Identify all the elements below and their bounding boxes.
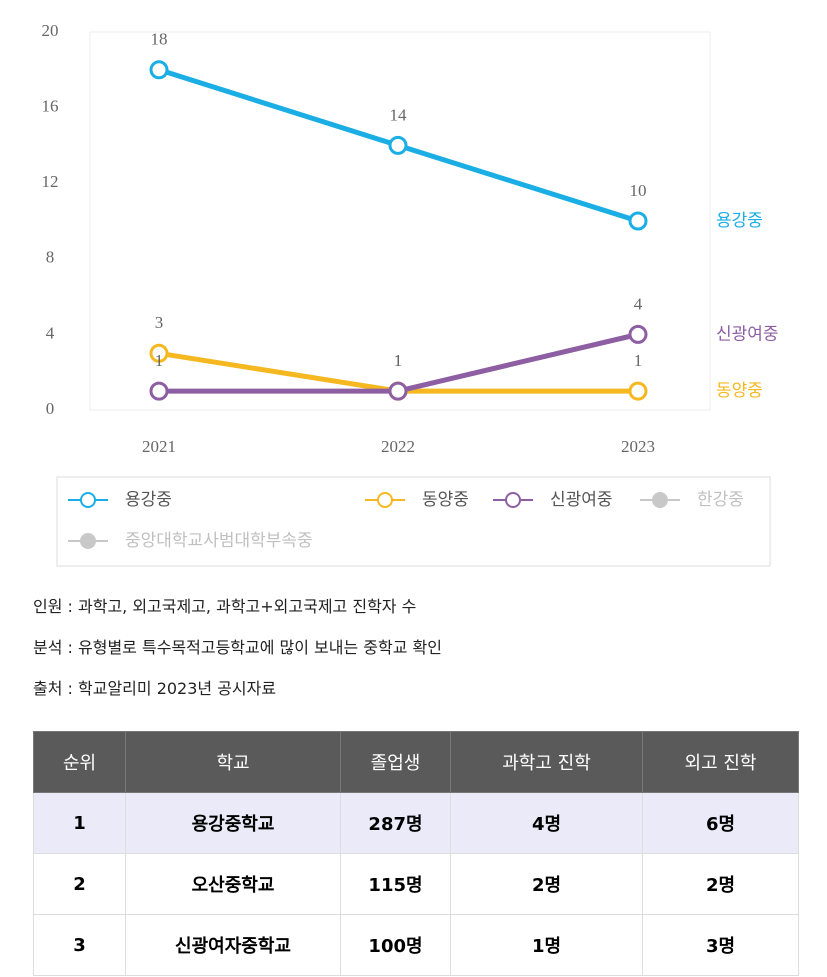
header-cell: 졸업생 — [340, 731, 451, 793]
header-cell: 학교 — [125, 731, 341, 793]
table-cell: 115명 — [340, 853, 451, 915]
legend-marker — [377, 492, 393, 508]
end-label: 동양중 — [716, 381, 763, 401]
point — [628, 381, 648, 401]
note-line: 분석 : 유형별로 특수목적고등학교에 많이 보내는 중학교 확인 — [33, 638, 442, 657]
y-tick-label: 20 — [42, 21, 59, 40]
header-cell: 순위 — [33, 731, 126, 793]
point — [149, 343, 169, 363]
legend-marker — [652, 492, 668, 508]
table-cell: 2명 — [642, 853, 799, 915]
x-tick-label: 2023 — [621, 437, 655, 456]
x-tick-label: 2021 — [142, 437, 176, 456]
header-row: 순위 학교 졸업생 과학고 진학 외고 진학 — [33, 731, 799, 793]
table-cell: 100명 — [340, 914, 451, 976]
data-label: 14 — [390, 105, 408, 124]
legend-label: 한강중 — [697, 490, 744, 510]
point — [388, 135, 408, 155]
table-cell: 1명 — [450, 914, 643, 976]
data-label: 10 — [630, 181, 647, 200]
data-label: 1 — [394, 351, 403, 370]
table-cell: 2명 — [450, 853, 643, 915]
header-cell: 과학고 진학 — [450, 731, 643, 793]
table-cell: 1 — [33, 792, 126, 854]
data-label: 1 — [634, 351, 643, 370]
legend-marker — [80, 533, 96, 549]
y-tick-label: 12 — [42, 172, 59, 191]
data-label: 1 — [155, 351, 164, 370]
data-label: 4 — [634, 294, 643, 313]
end-label: 용강중 — [716, 211, 763, 231]
point — [149, 60, 169, 80]
table-cell: 3명 — [642, 914, 799, 976]
end-label: 신광여중 — [716, 324, 779, 344]
legend-label: 용강중 — [125, 490, 172, 510]
header-cell: 외고 진학 — [642, 731, 799, 793]
legend-label: 동양중 — [422, 490, 469, 510]
data-label: 3 — [155, 313, 164, 332]
y-tick-label: 4 — [46, 323, 55, 342]
table-cell: 6명 — [642, 792, 799, 854]
plot-area — [89, 31, 711, 411]
table-cell: 3 — [33, 914, 126, 976]
table-row: 3 신광여자중학교 100명 1명 3명 — [33, 914, 799, 976]
y-tick-label: 8 — [46, 248, 55, 267]
data-label: 1 — [394, 351, 403, 370]
legend-box — [56, 476, 771, 567]
table-row: 1 용강중학교 287명 4명 6명 — [33, 792, 799, 854]
legend-label: 신광여중 — [550, 490, 613, 510]
point — [628, 324, 648, 344]
note-line: 인원 : 과학고, 외고국제고, 과학고+외고국제고 진학자 수 — [33, 597, 417, 616]
data-label: 18 — [151, 30, 168, 49]
table-cell: 2 — [33, 853, 126, 915]
table-cell: 용강중학교 — [125, 792, 341, 854]
y-tick-label: 16 — [42, 97, 59, 116]
table-cell: 오산중학교 — [125, 853, 341, 915]
ranking-table: 순위 학교 졸업생 과학고 진학 외고 진학 1 용강중학교 287명 4명 6명 2 오산중학교 11… — [33, 731, 799, 976]
table-row: 2 오산중학교 115명 2명 2명 — [33, 853, 799, 915]
legend-label: 중앙대학교사범대학부속중 — [125, 531, 313, 551]
table-cell: 4명 — [450, 792, 643, 854]
legend-marker — [80, 492, 96, 508]
point — [149, 381, 169, 401]
point — [628, 211, 648, 231]
legend-marker — [505, 492, 521, 508]
table-cell: 287명 — [340, 792, 451, 854]
point — [388, 381, 408, 401]
note-line: 출처 : 학교알리미 2023년 공시자료 — [33, 679, 277, 698]
table-cell: 신광여자중학교 — [125, 914, 341, 976]
y-tick-label: 0 — [46, 399, 55, 418]
x-tick-label: 2022 — [381, 437, 415, 456]
